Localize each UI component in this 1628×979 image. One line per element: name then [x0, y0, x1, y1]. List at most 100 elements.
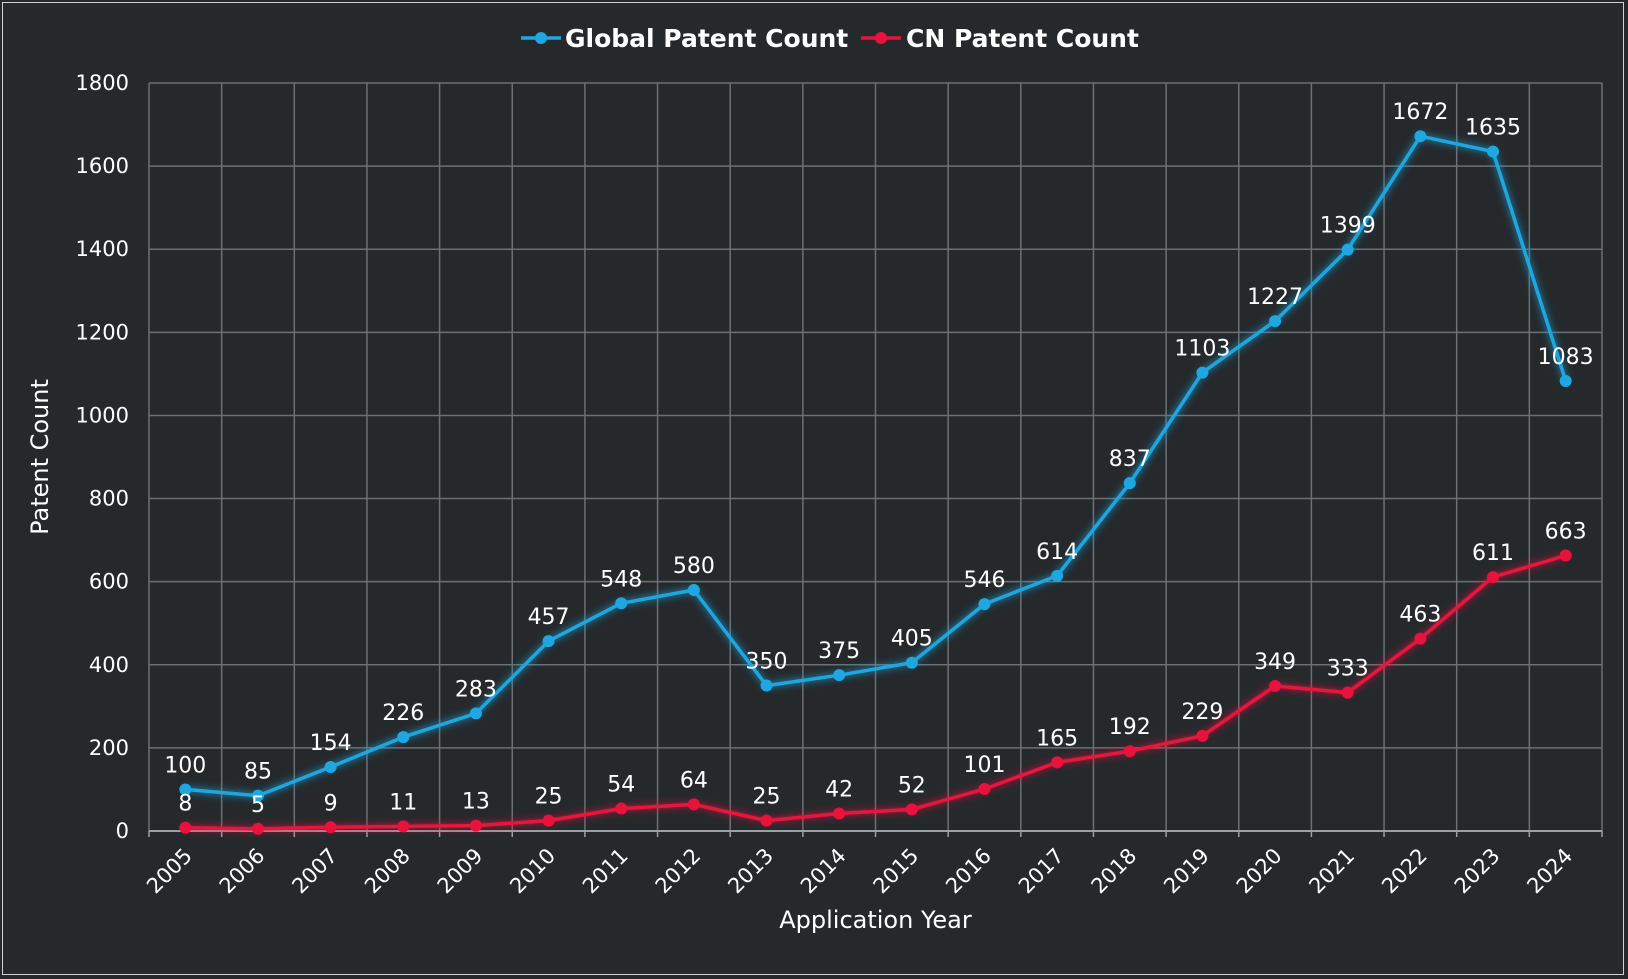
data-label: 405 [891, 627, 933, 652]
data-point [469, 819, 482, 832]
data-point [1269, 679, 1282, 692]
data-label: 463 [1399, 603, 1441, 628]
series-line-1 [185, 553, 1567, 831]
data-point [1414, 632, 1427, 645]
data-label: 546 [963, 568, 1005, 593]
data-label: 64 [680, 768, 708, 793]
data-point [1269, 315, 1282, 328]
y-tick-label: 1200 [76, 320, 129, 344]
y-tick-label: 1000 [76, 403, 129, 427]
data-label: 54 [607, 773, 635, 798]
data-point [324, 821, 337, 834]
x-tick-label: 2017 [1014, 844, 1069, 899]
data-label: 13 [462, 790, 490, 815]
data-label: 1635 [1465, 116, 1521, 141]
grid [148, 82, 1603, 837]
data-label: 226 [382, 701, 424, 726]
data-point [179, 821, 192, 834]
x-tick-label: 2010 [505, 844, 560, 899]
data-label: 1083 [1538, 345, 1594, 370]
data-label: 11 [389, 790, 417, 815]
data-point [1051, 569, 1064, 582]
data-label: 154 [310, 731, 352, 756]
data-point [1123, 745, 1136, 758]
data-point [760, 679, 773, 692]
data-label: 349 [1254, 650, 1296, 675]
data-label: 8 [178, 792, 192, 817]
data-point [1487, 145, 1500, 158]
data-point [687, 583, 700, 596]
y-tick-label: 1600 [76, 154, 129, 178]
x-tick-label: 2018 [1087, 844, 1142, 899]
data-label: 192 [1109, 715, 1151, 740]
data-point [1487, 571, 1500, 584]
data-point [1123, 477, 1136, 490]
data-point [905, 803, 918, 816]
series-layer [179, 130, 1572, 835]
legend: Global Patent Count CN Patent Count [521, 24, 1139, 53]
y-tick-label: 800 [89, 487, 129, 511]
x-tick-label: 2007 [287, 844, 342, 899]
data-point [251, 822, 264, 835]
legend-marker-global [535, 32, 547, 44]
legend-label-cn: CN Patent Count [906, 24, 1139, 53]
x-tick-label: 2019 [1159, 844, 1214, 899]
data-point [1559, 549, 1572, 562]
y-tick-label: 400 [89, 653, 129, 677]
x-tick-label: 2011 [578, 844, 633, 899]
data-label: 1103 [1174, 337, 1230, 362]
series-line-0 [185, 134, 1568, 798]
x-tick-label: 2016 [941, 844, 996, 899]
y-tick-label: 1800 [76, 71, 129, 95]
data-point [397, 820, 410, 833]
y-tick-label: 600 [89, 570, 129, 594]
data-label: 580 [673, 554, 715, 579]
x-tick-label: 2021 [1304, 844, 1359, 899]
x-tick-label: 2012 [651, 844, 706, 899]
data-point [542, 635, 555, 648]
data-label: 837 [1109, 447, 1151, 472]
data-label: 42 [825, 778, 853, 803]
data-label: 25 [535, 785, 563, 810]
data-point [978, 598, 991, 611]
x-tick-label: 2013 [723, 844, 778, 899]
data-point [833, 669, 846, 682]
y-axis-title: Patent Count [26, 379, 54, 535]
data-label: 1227 [1247, 285, 1303, 310]
data-point [1196, 729, 1209, 742]
x-tick-label: 2008 [360, 844, 415, 899]
data-point [1559, 374, 1572, 387]
legend-marker-cn [875, 32, 887, 44]
data-point [179, 783, 192, 796]
y-tick-label: 200 [89, 736, 129, 760]
y-tick-label: 0 [116, 819, 129, 843]
data-point [397, 731, 410, 744]
data-label: 100 [164, 753, 206, 778]
legend-item-cn: CN Patent Count [861, 24, 1139, 53]
data-label: 611 [1472, 541, 1514, 566]
x-tick-label: 2009 [433, 844, 488, 899]
data-label: 85 [244, 760, 272, 785]
data-label: 283 [455, 677, 497, 702]
data-label: 1399 [1320, 214, 1376, 239]
data-label: 229 [1181, 700, 1223, 725]
x-tick-label: 2022 [1377, 844, 1432, 899]
data-label: 350 [746, 650, 788, 675]
data-label: 548 [600, 567, 642, 592]
x-tick-label: 2020 [1232, 844, 1287, 899]
data-label: 9 [324, 791, 338, 816]
data-point [542, 814, 555, 827]
data-point [978, 783, 991, 796]
data-point [1051, 756, 1064, 769]
data-label: 5 [251, 793, 265, 818]
x-tick-label: 2006 [215, 844, 270, 899]
data-point [760, 814, 773, 827]
data-label: 375 [818, 639, 860, 664]
data-label: 165 [1036, 726, 1078, 751]
data-label: 663 [1545, 519, 1587, 544]
legend-label-global: Global Patent Count [565, 24, 848, 53]
data-point [1341, 686, 1354, 699]
data-point [687, 798, 700, 811]
